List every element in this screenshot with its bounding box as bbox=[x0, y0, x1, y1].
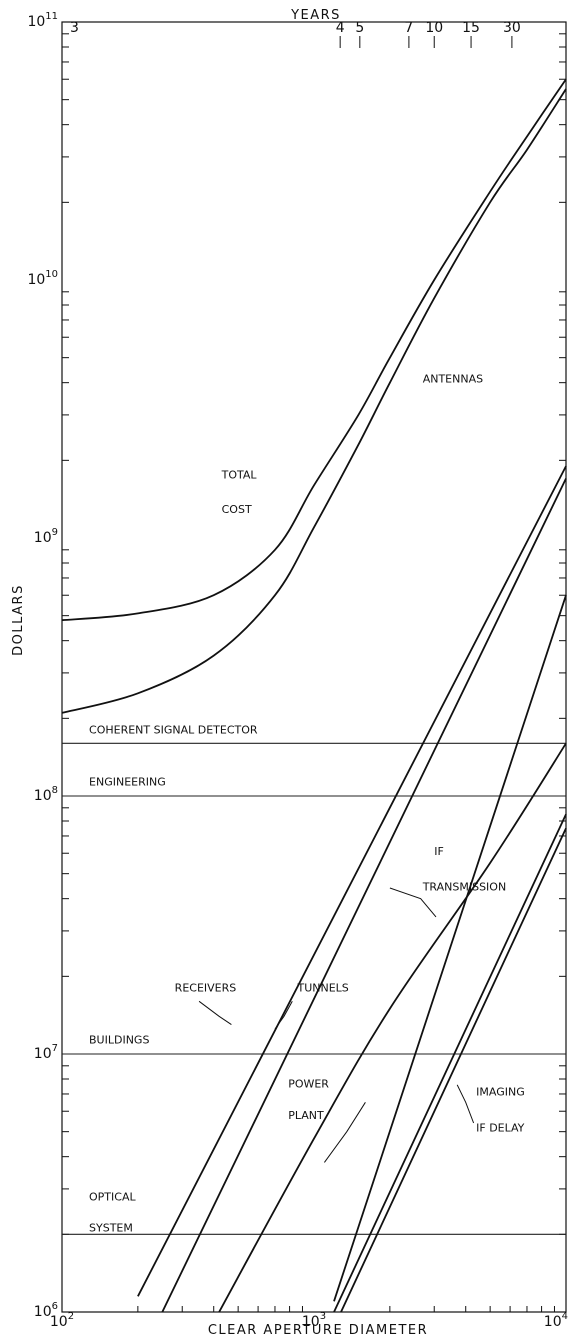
power-plant-curve bbox=[218, 742, 567, 1313]
plot-frame bbox=[61, 21, 567, 1313]
label-leader bbox=[389, 887, 437, 918]
top-tick-label: 3 bbox=[70, 20, 79, 36]
x-tick-label: 102 bbox=[50, 1311, 74, 1330]
curve-label: PLANT bbox=[288, 1109, 324, 1122]
curve-label: ANTENNAS bbox=[423, 373, 483, 386]
receivers-curve bbox=[137, 465, 567, 1297]
top-tick-label: 15 bbox=[462, 20, 480, 36]
label-leader bbox=[323, 1102, 366, 1163]
label-leader bbox=[198, 1000, 232, 1026]
y-tick-label: 1010 bbox=[27, 269, 58, 288]
y-axis-title: DOLLARS bbox=[11, 584, 26, 656]
y-tick-label: 1011 bbox=[27, 11, 58, 30]
series-curves bbox=[61, 78, 567, 1313]
curve-label: POWER bbox=[288, 1078, 329, 1091]
x-tick-label: 104 bbox=[544, 1311, 568, 1330]
curve-label: OPTICAL bbox=[89, 1191, 136, 1204]
curve-label: IMAGING bbox=[476, 1086, 525, 1099]
antennas-curve bbox=[61, 88, 567, 714]
label-leader bbox=[274, 1001, 293, 1030]
y-tick-label: 109 bbox=[34, 527, 58, 546]
top-tick-label: 30 bbox=[503, 20, 521, 36]
label-leader bbox=[456, 1084, 475, 1124]
curve-label: IF DELAY bbox=[476, 1122, 525, 1135]
if-delay-curve bbox=[340, 827, 567, 1313]
top-tick-label: 10 bbox=[425, 20, 443, 36]
curve-label: TUNNELS bbox=[296, 981, 348, 994]
curve-label: TOTAL bbox=[221, 469, 258, 482]
minor-ticks bbox=[62, 33, 566, 1312]
if-transmission-curve bbox=[333, 594, 567, 1302]
total-cost-curve bbox=[61, 78, 567, 622]
curve-label: COHERENT SIGNAL DETECTOR bbox=[89, 723, 258, 736]
top-tick-label: 7 bbox=[404, 20, 413, 36]
curve-label: SYSTEM bbox=[89, 1222, 133, 1235]
curve-label: BUILDINGS bbox=[89, 1033, 149, 1046]
curve-label: IF bbox=[434, 845, 444, 858]
tunnels-curve bbox=[161, 478, 567, 1313]
curve-label: RECEIVERS bbox=[175, 981, 237, 994]
top-tick-label: 4 bbox=[336, 20, 345, 36]
curve-label: COST bbox=[222, 503, 252, 516]
curve-labels: TOTAL COST ANTENNAS COHERENT SIGNAL DETECTO… bbox=[89, 373, 525, 1235]
y-tick-label: 107 bbox=[34, 1043, 58, 1062]
x-axis-title: CLEAR APERTURE DIAMETER bbox=[208, 1323, 428, 1338]
imaging-curve bbox=[333, 813, 567, 1313]
top-year-ticks: 3 4 5 7 10 15 30 bbox=[70, 20, 521, 48]
constant-cost-lines bbox=[62, 742, 566, 1235]
y-tick-label: 108 bbox=[34, 785, 58, 804]
curve-label: TRANSMISSION bbox=[422, 881, 506, 894]
top-axis-title: YEARS bbox=[290, 8, 341, 23]
curve-label: ENGINEERING bbox=[89, 775, 166, 788]
top-tick-label: 5 bbox=[355, 20, 364, 36]
